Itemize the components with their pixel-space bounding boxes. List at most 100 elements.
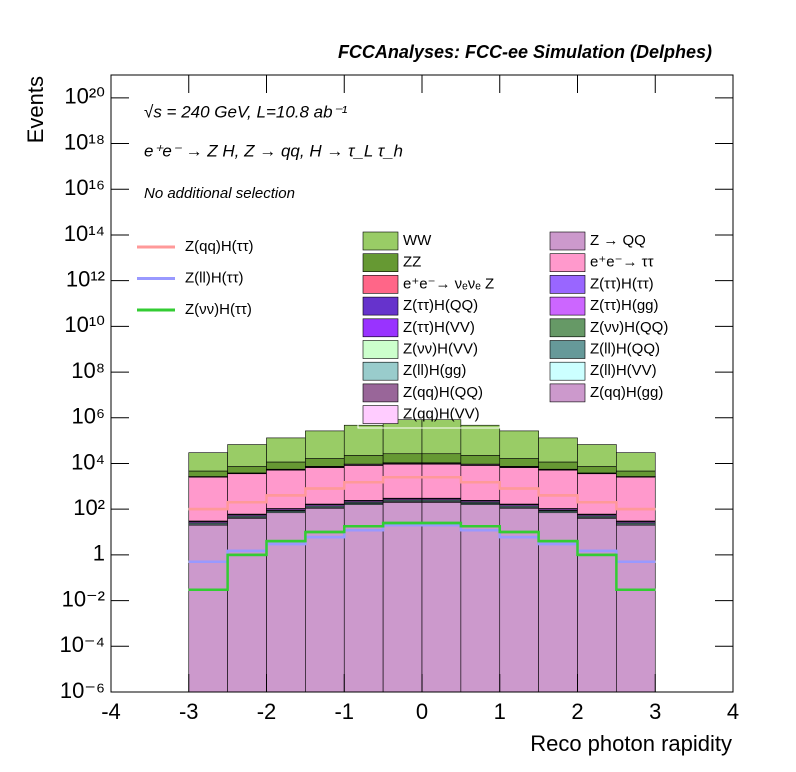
histogram-bar — [577, 444, 617, 467]
legend-label: Z(qq)H(ττ) — [185, 238, 254, 255]
annotation: √s = 240 GeV, L=10.8 ab⁻¹ — [144, 102, 348, 121]
y-tick-label: 10¹⁶ — [64, 175, 105, 200]
histogram-bar — [460, 504, 501, 693]
legend-label: WW — [403, 232, 432, 249]
x-tick-label: 3 — [649, 699, 661, 724]
legend-swatch — [362, 361, 399, 381]
annotation: No additional selection — [144, 185, 295, 202]
histogram-bar — [577, 466, 617, 474]
legend-label: Z(ll)H(QQ) — [590, 340, 660, 357]
histogram-bar — [538, 461, 578, 470]
y-tick-label: 10¹² — [66, 266, 105, 291]
legend-swatch — [362, 318, 399, 338]
legend-swatch — [549, 383, 586, 403]
legend-swatch — [549, 275, 586, 294]
legend-label: Z(qq)H(gg) — [590, 384, 663, 401]
legend-swatch — [362, 296, 399, 316]
legend-swatch — [549, 340, 586, 359]
legend-label: Z(νν)H(ττ) — [185, 301, 252, 318]
legend-swatch — [362, 383, 399, 403]
histogram-bar — [266, 437, 306, 463]
histogram-bar — [499, 467, 539, 505]
histogram-bar — [538, 469, 578, 509]
histogram-bar — [305, 467, 345, 505]
y-tick-label: 10⁴ — [71, 449, 105, 474]
y-tick-label: 10¹⁰ — [64, 312, 105, 337]
x-tick-label: 1 — [494, 699, 506, 724]
histogram-bar — [305, 507, 345, 693]
legend-swatch — [362, 253, 399, 272]
histogram-bar — [227, 444, 267, 467]
legend-frame — [357, 228, 501, 429]
legend-swatch — [362, 231, 399, 251]
x-tick-label: 0 — [416, 699, 428, 724]
x-axis-label: Reco photon rapidity — [530, 731, 732, 756]
histogram-bar — [460, 424, 501, 456]
y-tick-label: 10⁶ — [71, 404, 105, 429]
histogram-bar — [343, 504, 384, 693]
y-tick-label: 10¹⁸ — [64, 129, 105, 154]
chart-title: FCCAnalyses: FCC-ee Simulation (Delphes) — [338, 42, 712, 62]
histogram-bar — [616, 452, 656, 472]
histogram-bar — [188, 524, 228, 693]
legend-swatch — [362, 405, 399, 424]
y-tick-label: 10⁸ — [71, 358, 105, 383]
histogram-bar — [188, 470, 228, 477]
histogram-bar — [421, 419, 462, 455]
histogram-bar — [305, 430, 345, 459]
legend-label: Z → QQ — [590, 232, 646, 249]
legend-label: e⁺e⁻→ ττ — [590, 254, 654, 271]
legend-label: Z(ll)H(ττ) — [185, 269, 244, 286]
legend-label: Z(νν)H(VV) — [403, 340, 478, 357]
legend-label: Z(ττ)H(ττ) — [590, 275, 654, 292]
legend-label: Z(ττ)H(gg) — [590, 297, 659, 314]
histogram-bar — [421, 453, 462, 464]
legend-swatch — [362, 275, 399, 294]
legend-label: Z(ττ)H(VV) — [403, 319, 475, 336]
legend-swatch — [549, 361, 586, 381]
annotation: e⁺e⁻ → Z H, Z → qq, H → τ_L τ_h — [144, 141, 403, 160]
legend-label: e⁺e⁻→ νₑνₑ Z — [403, 275, 494, 292]
histogram-bar — [460, 455, 501, 465]
histogram-bar — [538, 437, 578, 463]
histogram-bar — [266, 469, 306, 509]
histogram-bar — [421, 463, 462, 499]
legend-label: Z(ll)H(VV) — [590, 362, 657, 379]
histogram-bar — [266, 512, 306, 693]
histogram-bar — [227, 466, 267, 474]
x-tick-label: -2 — [257, 699, 277, 724]
x-tick-label: -1 — [334, 699, 354, 724]
y-tick-label: 10¹⁴ — [64, 221, 105, 246]
y-tick-label: 10² — [73, 495, 105, 520]
y-tick-label: 1 — [93, 541, 105, 566]
y-tick-label: 10²⁰ — [64, 84, 105, 109]
histogram-bar — [382, 502, 423, 693]
histogram-bar — [343, 455, 384, 465]
histogram-bar — [616, 476, 656, 522]
legend-swatch — [362, 340, 399, 359]
histogram-bar — [188, 452, 228, 472]
histogram-bar — [266, 461, 306, 470]
histogram-bar — [577, 517, 617, 693]
x-tick-label: 2 — [571, 699, 583, 724]
legend-swatch — [549, 296, 586, 316]
y-tick-label: 10⁻⁴ — [59, 632, 105, 657]
histogram-bar — [305, 458, 345, 467]
y-tick-label: 10⁻² — [62, 586, 105, 611]
histogram-bar — [227, 473, 267, 515]
legend-label: Z(qq)H(QQ) — [403, 384, 483, 401]
x-tick-label: 4 — [727, 699, 739, 724]
histogram-bar — [382, 453, 423, 464]
histogram-bar — [382, 463, 423, 499]
legend-label: Z(ll)H(gg) — [403, 362, 466, 379]
histogram-bar — [499, 430, 539, 459]
histogram-bar — [382, 419, 423, 455]
histogram-bar — [538, 512, 578, 693]
x-tick-label: -3 — [179, 699, 199, 724]
legend-swatch — [549, 318, 586, 338]
histogram-bar — [616, 470, 656, 477]
x-tick-label: -4 — [101, 699, 121, 724]
histogram-bar — [499, 458, 539, 467]
histogram-bar — [616, 524, 656, 693]
